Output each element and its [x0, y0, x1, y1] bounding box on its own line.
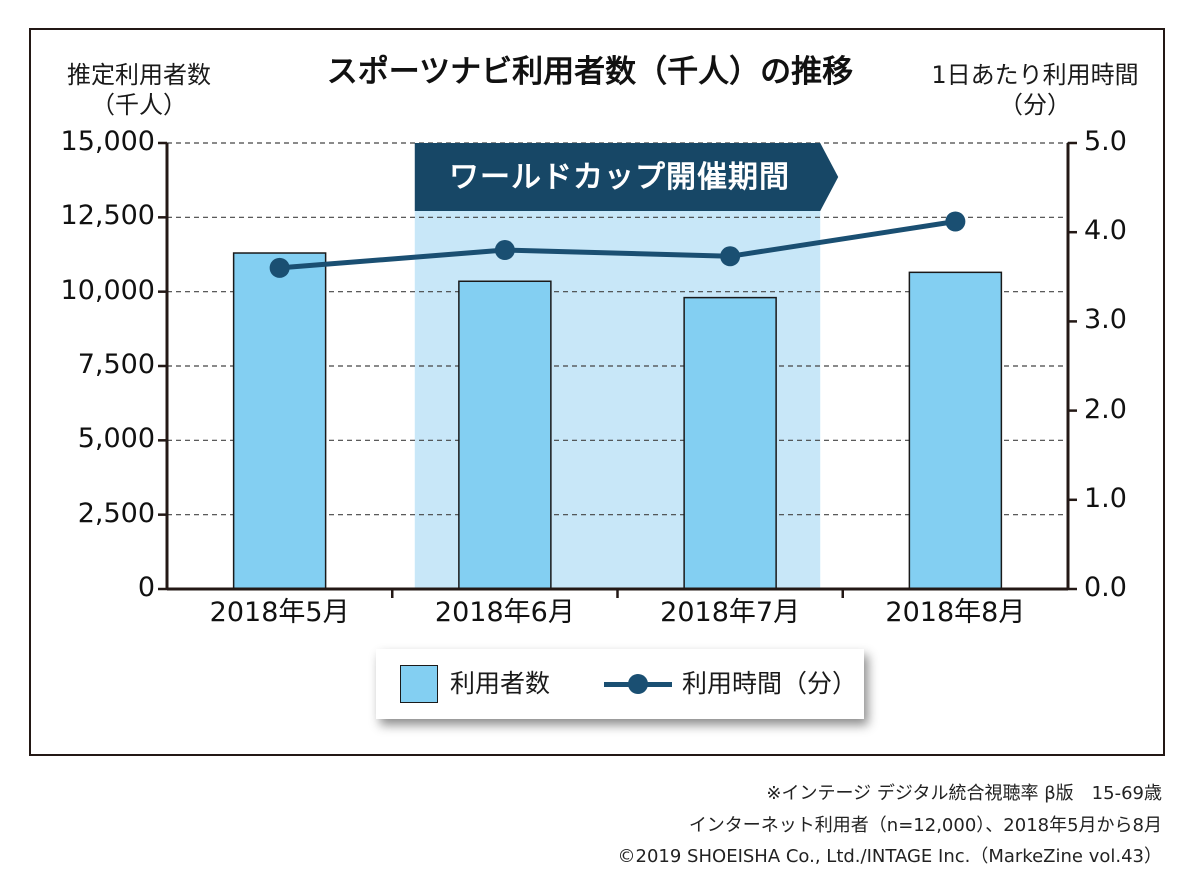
- y-right-tick-label: 3.0: [1084, 304, 1127, 336]
- line-series-time: [279, 219, 956, 271]
- y-right-tick-label: 1.0: [1084, 482, 1127, 514]
- legend-bar-swatch: [400, 665, 438, 703]
- line-point-2018年6月: [494, 240, 515, 261]
- footnote-3: ©2019 SHOEISHA Co., Ltd./INTAGE Inc.（Mar…: [617, 846, 1162, 867]
- x-tick-label: 2018年6月: [434, 597, 575, 628]
- y-left-tick-label: 7,500: [77, 349, 155, 380]
- line-point-2018年8月: [945, 211, 966, 232]
- y-right-axis-label-line1: 1日あたり利用時間: [931, 61, 1139, 89]
- bar-2018年5月: [232, 252, 327, 590]
- bar-2018年8月: [908, 271, 1003, 590]
- y-right-axis-label-line2: （分）: [999, 91, 1071, 119]
- legend-line-label: 利用時間（分）: [682, 669, 858, 698]
- y-right-tick-label: 5.0: [1084, 126, 1127, 157]
- legend-bar-label: 利用者数: [450, 669, 551, 698]
- line-point-2018年5月: [269, 257, 290, 278]
- bar-2018年7月: [683, 296, 777, 590]
- y-right-tick-label: 4.0: [1084, 215, 1127, 247]
- chart-title: スポーツナビ利用者数（千人）の推移: [326, 54, 854, 90]
- y-left-axis-label-line2: （千人）: [91, 91, 187, 119]
- y-right-tick-label: 2.0: [1084, 393, 1127, 425]
- y-left-tick-label: 2,500: [77, 497, 155, 529]
- y-left-tick-label: 15,000: [60, 126, 155, 157]
- y-left-axis-label-line1: 推定利用者数: [67, 61, 211, 89]
- highlight-banner: [414, 143, 839, 211]
- x-tick-label: 2018年8月: [885, 597, 1026, 628]
- y-left-tick-label: 5,000: [77, 423, 155, 455]
- bar-2018年6月: [458, 280, 552, 590]
- x-tick-label: 2018年7月: [660, 597, 801, 628]
- legend-line-marker: [628, 674, 648, 694]
- y-left-tick-label: 10,000: [60, 274, 155, 306]
- line-point-2018年7月: [720, 246, 741, 267]
- y-left-tick-label: 0: [137, 572, 155, 603]
- footnote-2: インターネット利用者（n=12,000）、2018年5月から8月: [688, 815, 1162, 836]
- y-right-axis-label: 1日あたり利用時間 （分）: [920, 60, 1150, 120]
- footnote-1: ※インテージ デジタル統合視聴率 β版 15-69歳: [766, 783, 1162, 804]
- y-left-tick-label: 12,500: [60, 200, 155, 232]
- x-tick-label: 2018年5月: [209, 597, 350, 628]
- y-left-axis-label: 推定利用者数 （千人）: [50, 60, 228, 120]
- y-right-tick-label: 0.0: [1084, 572, 1127, 603]
- highlight-banner-label: ワールドカップ開催期間: [449, 160, 790, 195]
- legend: 利用者数 利用時間（分）: [376, 649, 864, 719]
